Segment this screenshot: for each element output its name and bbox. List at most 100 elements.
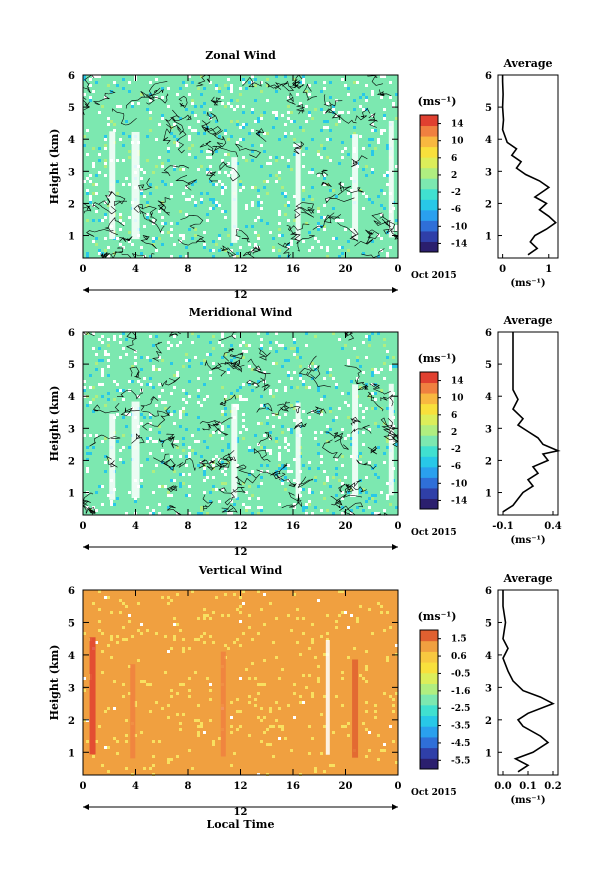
heatmap-cell (269, 156, 272, 159)
heatmap-cell (284, 359, 287, 362)
heatmap-cell (383, 461, 386, 464)
heatmap-cell (224, 186, 227, 189)
heatmap-cell (257, 189, 260, 192)
heatmap-cell (323, 725, 326, 728)
contour-line (333, 432, 343, 443)
heatmap-cell (170, 195, 173, 198)
heatmap-cell (125, 605, 128, 608)
heatmap-cell (380, 611, 383, 614)
heatmap-cell (128, 135, 131, 138)
heatmap-cell (224, 216, 227, 219)
heatmap-cell (179, 168, 182, 171)
heatmap-cell (248, 446, 251, 449)
heatmap-cell (266, 464, 269, 467)
heatmap-cell (173, 623, 176, 626)
heatmap-cell (107, 195, 110, 198)
heatmap-cell (254, 243, 257, 246)
heatmap-cell (209, 156, 212, 159)
heatmap-cell (146, 458, 149, 461)
heatmap-cell (323, 497, 326, 500)
heatmap-cell (338, 219, 341, 222)
heatmap-cells (83, 75, 398, 258)
contour-line (120, 407, 140, 416)
heatmap-cell (320, 752, 323, 755)
colorbar-tick-label: -1.6 (451, 687, 470, 697)
heatmap-cell (122, 246, 125, 249)
heatmap-cell (140, 93, 143, 96)
heatmap-cell (98, 252, 101, 255)
heatmap-cell (83, 719, 86, 722)
heatmap-cell (293, 458, 296, 461)
heatmap-cell (287, 243, 290, 246)
heatmap-cell (122, 602, 125, 605)
heatmap-cell (104, 96, 107, 99)
heatmap-cell (209, 719, 212, 722)
heatmap-cell (203, 473, 206, 476)
heatmap-cell (242, 350, 245, 353)
heatmap-cell (92, 165, 95, 168)
heatmap-cell (284, 446, 287, 449)
heatmap-cell (212, 431, 215, 434)
heatmap-cell (209, 689, 212, 692)
heatmap-cell (179, 416, 182, 419)
heatmap-cell (182, 398, 185, 401)
colorbar-segment (420, 372, 438, 384)
heatmap-cell (146, 506, 149, 509)
heatmap-cell (155, 335, 158, 338)
y-tick-label: 6 (68, 71, 75, 82)
heatmap-cell (338, 338, 341, 341)
heatmap-cell (392, 740, 395, 743)
heatmap-cell (380, 605, 383, 608)
contour-line (376, 89, 392, 97)
contour-line (215, 462, 229, 471)
heatmap-cell (347, 249, 350, 252)
heatmap-cell (98, 75, 101, 78)
heatmap-cell (341, 482, 344, 485)
heatmap-cell (167, 506, 170, 509)
heatmap-cell (170, 758, 173, 761)
heatmap-cell (149, 683, 152, 686)
heatmap-cell (335, 386, 338, 389)
heatmap-cell (212, 335, 215, 338)
heatmap-cell (308, 93, 311, 96)
heatmap-cell (86, 404, 89, 407)
heatmap-cell (236, 440, 239, 443)
heatmap-cell (269, 431, 272, 434)
heatmap-cell (221, 410, 224, 413)
heatmap-cell (167, 410, 170, 413)
heatmap-cell (233, 614, 236, 617)
heatmap-cell (224, 593, 227, 596)
profile-line (501, 75, 557, 256)
heatmap-cell (392, 102, 395, 105)
heatmap-cell (128, 692, 131, 695)
heatmap-cell (368, 144, 371, 147)
heatmap-cell (293, 419, 296, 422)
heatmap-cell (167, 105, 170, 108)
colorbar-tick-label: -10 (451, 222, 467, 232)
heatmap-cell (200, 635, 203, 638)
heatmap-cell (284, 413, 287, 416)
heatmap-cell (191, 237, 194, 240)
heatmap-cell (206, 353, 209, 356)
heatmap-cell (251, 470, 254, 473)
heatmap-cell (266, 78, 269, 81)
heatmap-cell (83, 689, 86, 692)
heatmap-cell (386, 497, 389, 500)
contour-line (165, 459, 177, 472)
heatmap-cell (140, 728, 143, 731)
heatmap-cell (305, 503, 308, 506)
heatmap-cell (299, 374, 302, 377)
heatmap-cell (368, 428, 371, 431)
heatmap-cell (182, 443, 185, 446)
contour-line (338, 483, 354, 493)
heatmap-cell (272, 641, 275, 644)
heatmap-cell (323, 377, 326, 380)
heatmap-cell (266, 407, 269, 410)
heatmap-cell (173, 374, 176, 377)
contour-lines (82, 331, 399, 516)
heatmap-cell (269, 174, 272, 177)
heatmap-cell (272, 425, 275, 428)
heatmap-cell (239, 180, 242, 183)
